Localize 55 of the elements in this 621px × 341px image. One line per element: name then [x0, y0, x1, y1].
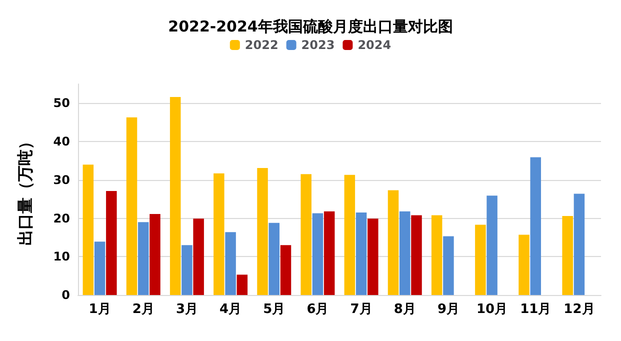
x-tick-label: 3月	[176, 302, 198, 317]
bar	[106, 191, 117, 295]
y-tick-label: 0	[62, 288, 70, 302]
bar	[280, 245, 292, 295]
bar	[182, 245, 192, 295]
y-tick-label: 40	[53, 134, 70, 149]
chart-title: 2022-2024年我国硫酸月度出口量对比图	[168, 18, 453, 36]
bar	[257, 168, 268, 295]
bar	[486, 196, 498, 295]
legend-label: 2022	[244, 38, 278, 52]
bar	[126, 117, 138, 295]
bar	[268, 222, 280, 295]
bar	[530, 157, 542, 295]
bar	[138, 222, 149, 295]
bar	[475, 224, 486, 295]
y-tick-label: 30	[53, 172, 70, 187]
bar	[82, 164, 94, 295]
x-tick-label: 11月	[520, 302, 552, 317]
legend-label: 2023	[301, 38, 335, 52]
bar	[236, 274, 248, 295]
bar	[214, 173, 224, 295]
x-tick-label: 5月	[263, 302, 286, 317]
bar	[368, 218, 378, 295]
x-tick-label: 12月	[564, 302, 595, 317]
bar	[574, 194, 585, 295]
x-tick-label: 7月	[350, 302, 372, 317]
y-axis-title: 出口量（万吨）	[16, 134, 34, 246]
bar	[312, 213, 324, 295]
x-tick-label: 8月	[394, 302, 416, 317]
bar	[562, 216, 573, 295]
bar	[300, 174, 312, 295]
bar	[324, 211, 335, 295]
y-tick-label: 20	[53, 211, 70, 226]
x-tick-label: 2月	[132, 302, 154, 317]
bar	[388, 190, 399, 295]
bar	[443, 236, 454, 295]
bar	[225, 232, 236, 295]
bar	[193, 218, 204, 295]
bar	[356, 212, 367, 295]
bar	[94, 242, 106, 295]
x-tick-label: 6月	[306, 302, 329, 317]
y-tick-label: 50	[53, 96, 70, 110]
legend-label: 2024	[358, 38, 392, 52]
bar	[344, 174, 356, 295]
bar	[431, 215, 442, 295]
bar	[518, 234, 530, 295]
bar	[399, 211, 410, 295]
x-tick-label: 9月	[437, 302, 460, 317]
bar	[170, 97, 181, 295]
y-tick-label: 10	[53, 250, 70, 264]
bar	[411, 215, 422, 295]
x-tick-label: 1月	[88, 302, 111, 317]
bar	[150, 214, 160, 295]
x-tick-label: 4月	[220, 302, 242, 317]
x-tick-label: 10月	[476, 302, 508, 317]
